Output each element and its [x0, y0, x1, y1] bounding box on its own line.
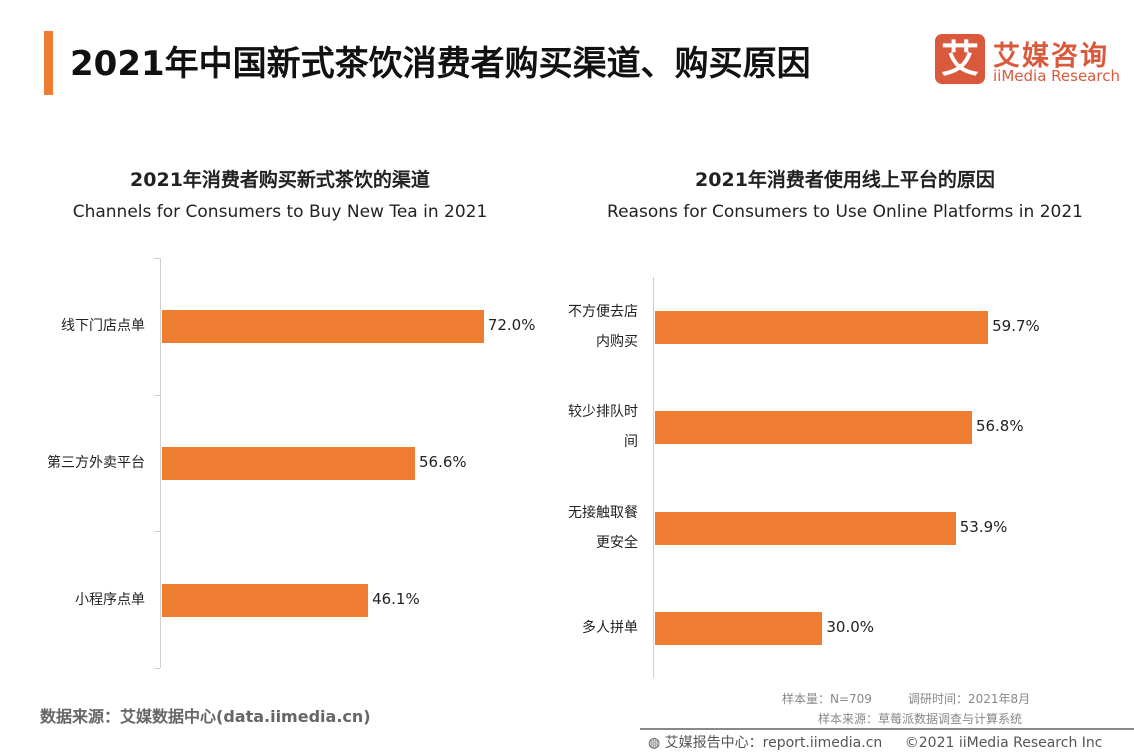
category-label-line: 线下门店点单: [61, 318, 145, 335]
category-label: 小程序点单: [10, 585, 145, 615]
axis-line: [160, 258, 161, 668]
category-label-line: 第三方外卖平台: [47, 455, 145, 471]
category-label-line: 多人拼单: [582, 619, 638, 636]
category-label-line: 更安全: [596, 534, 638, 551]
category-label: 较少排队时间: [503, 397, 638, 457]
axis-tick: [154, 531, 160, 533]
category-label: 多人拼单: [503, 613, 638, 643]
logo-text-en: iiMedia Research: [993, 67, 1120, 85]
chart2-title: 2021年消费者使用线上平台的原因: [695, 169, 995, 191]
axis-tick: [154, 258, 160, 259]
category-label: 不方便去店内购买: [503, 297, 638, 357]
data-label: 59.7%: [992, 317, 1040, 336]
axis-line: [653, 277, 654, 678]
bar: [655, 611, 823, 645]
page-title: 2021年中国新式茶饮消费者购买渠道、购买原因: [70, 44, 811, 84]
footer: ◍ 艾媒报告中心：report.iimedia.cn ©2021 iiMedia…: [648, 732, 1102, 752]
axis-tick: [154, 668, 160, 669]
data-label: 53.9%: [959, 517, 1008, 536]
chart1-title: 2021年消费者购买新式茶饮的渠道: [130, 169, 430, 191]
category-label-line: 较少排队时: [568, 404, 638, 421]
bar: [162, 583, 369, 617]
data-label: 56.6%: [419, 453, 467, 471]
category-label-line: 无接触取餐: [568, 504, 638, 521]
bar: [162, 310, 484, 344]
bar: [162, 447, 415, 480]
logo-icon: 艾: [935, 34, 985, 84]
survey-time: 调研时间：2021年8月: [908, 692, 1031, 706]
category-label-line: 内购买: [596, 334, 638, 351]
sample-source: 样本来源：草莓派数据调查与计算系统: [818, 712, 1023, 726]
bar: [655, 411, 972, 445]
category-label: 第三方外卖平台: [10, 448, 145, 478]
data-label: 72.0%: [487, 316, 536, 335]
copyright: ©2021 iiMedia Research Inc: [904, 735, 1103, 751]
category-label-line: 小程序点单: [75, 591, 145, 608]
title-accent-bar: [44, 31, 53, 95]
category-label-line: 不方便去店: [568, 304, 638, 321]
logo-text-cn: 艾媒咨询: [993, 41, 1109, 72]
chart1-subtitle: Channels for Consumers to Buy New Tea in…: [72, 202, 488, 222]
data-label: 46.1%: [372, 589, 420, 608]
axis-tick: [154, 394, 160, 396]
data-label: 30.0%: [826, 617, 875, 636]
bar: [655, 311, 989, 345]
category-label: 无接触取餐更安全: [503, 498, 638, 558]
category-label-line: 间: [624, 434, 638, 451]
bar: [655, 511, 956, 545]
data-source: 数据来源：艾媒数据中心(data.iimedia.cn): [40, 707, 371, 726]
category-label: 线下门店点单: [10, 311, 145, 341]
footer-divider: [640, 728, 1134, 730]
report-link[interactable]: 艾媒报告中心：report.iimedia.cn: [664, 735, 883, 751]
globe-icon: ◍: [648, 735, 661, 751]
sample-size: 样本量：N=709: [782, 692, 872, 706]
chart2-subtitle: Reasons for Consumers to Use Online Plat…: [607, 202, 1083, 222]
data-label: 56.8%: [975, 417, 1024, 436]
